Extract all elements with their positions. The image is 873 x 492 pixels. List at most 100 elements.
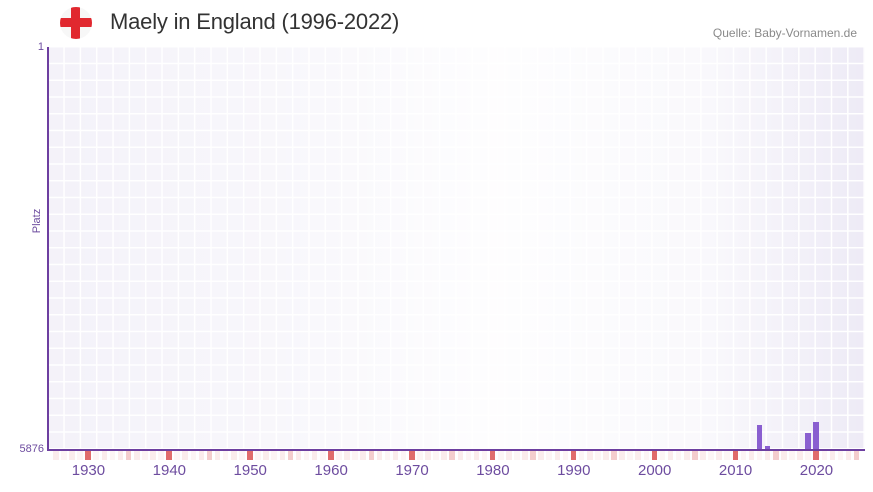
x-axis-tick-mark <box>829 451 836 460</box>
x-axis-tick-mark <box>93 451 100 460</box>
x-axis-tick-mark <box>352 451 358 460</box>
x-axis-tick-label: 1950 <box>233 462 267 479</box>
x-axis-tick-label: 1990 <box>557 462 591 479</box>
x-axis-tick-mark <box>85 451 91 460</box>
x-axis-tick-mark <box>837 451 844 460</box>
x-axis-tick-labels: 1930 1940 1950 1960 1970 1980 1990 2000 2010 2020 <box>0 462 873 486</box>
x-axis-tick-mark <box>481 451 488 460</box>
y-axis-tick-label-bottom: 5876 <box>19 443 44 455</box>
bar <box>805 433 811 449</box>
x-axis-tick-mark <box>408 451 415 460</box>
x-axis-tick-mark <box>311 451 318 460</box>
x-axis-tick-mark <box>247 451 253 460</box>
x-axis-tick-mark <box>675 451 682 460</box>
x-axis-tick-mark <box>853 451 860 460</box>
england-flag-circle-icon <box>60 7 92 39</box>
x-axis-tick-label: 1980 <box>476 462 510 479</box>
x-axis-tick-mark <box>756 451 763 460</box>
x-axis-tick-mark <box>700 451 706 460</box>
x-axis-tick-mark <box>133 451 140 460</box>
x-axis-tick-mark <box>845 451 852 460</box>
x-axis-tick-mark <box>692 451 698 460</box>
x-axis-tick-mark <box>497 451 504 460</box>
x-axis-tick-mark <box>433 451 439 460</box>
x-axis-tick-mark <box>61 451 67 460</box>
x-axis-tick-mark <box>538 451 544 460</box>
bar <box>813 422 819 449</box>
x-axis-line <box>47 449 865 451</box>
x-axis-tick-mark <box>732 451 739 460</box>
x-axis-tick-mark <box>514 451 520 460</box>
x-axis-tick-mark <box>303 451 310 460</box>
x-axis-tick-mark <box>174 451 180 460</box>
x-axis-tick-mark <box>417 451 423 460</box>
flag-cross-vertical <box>71 7 80 39</box>
x-axis-tick-mark <box>109 451 116 460</box>
x-axis-tick-label: 2000 <box>637 462 672 479</box>
x-axis-tick-mark <box>328 451 334 460</box>
x-axis-tick-mark <box>206 451 213 460</box>
x-axis-tick-label: 1930 <box>71 462 106 479</box>
x-axis-tick-mark <box>627 451 633 460</box>
x-axis-tick-mark <box>198 451 205 460</box>
x-axis-tick-label: 2010 <box>718 462 753 479</box>
x-axis-tick-label: 1940 <box>152 462 187 479</box>
x-axis-tick-mark <box>522 451 528 460</box>
x-axis-tick-mark <box>449 451 455 460</box>
y-axis-title: Platz <box>31 208 43 234</box>
x-axis-tick-mark <box>530 451 536 460</box>
x-axis-tick-mark <box>263 451 269 460</box>
x-axis-tick-mark <box>562 451 569 460</box>
x-axis-tick-mark <box>586 451 593 460</box>
x-axis-tick-mark <box>125 451 132 460</box>
x-axis-tick-marks <box>48 451 865 460</box>
x-axis-tick-mark <box>69 451 75 460</box>
x-axis-tick-mark <box>465 451 472 460</box>
x-axis-tick-mark <box>611 451 617 460</box>
x-axis-tick-mark <box>77 451 83 460</box>
x-axis-tick-mark <box>279 451 286 460</box>
y-axis-tick-label-top: 1 <box>37 41 44 53</box>
x-axis-tick-mark <box>53 451 59 460</box>
x-axis-tick-mark <box>805 451 811 460</box>
bar <box>756 425 763 449</box>
x-axis-tick-mark <box>441 451 447 460</box>
x-axis-tick-mark <box>392 451 399 460</box>
x-axis-tick-mark <box>158 451 164 460</box>
x-axis-tick-mark <box>376 451 383 460</box>
x-axis-tick-mark <box>344 451 350 460</box>
bar <box>764 446 771 449</box>
x-axis-tick-mark <box>231 451 237 460</box>
chart-header: Maely in England (1996-2022) Quelle: Bab… <box>0 0 873 47</box>
x-axis-tick-mark <box>643 451 650 460</box>
plot-grid-background <box>48 47 865 449</box>
x-axis-tick-label: 1970 <box>395 462 429 479</box>
x-axis-tick-mark <box>239 451 245 460</box>
plot-area <box>48 47 865 449</box>
x-axis-tick-mark <box>506 451 512 460</box>
x-axis-tick-mark <box>578 451 585 460</box>
x-axis-tick-mark <box>425 451 431 460</box>
x-axis-tick-mark <box>360 451 366 460</box>
x-axis-tick-mark <box>619 451 625 460</box>
x-axis-tick-mark <box>101 451 108 460</box>
x-axis-tick-mark <box>150 451 156 460</box>
x-axis-tick-mark <box>214 451 221 460</box>
x-axis-tick-mark <box>319 451 326 460</box>
page-title: Maely in England (1996-2022) <box>110 9 400 34</box>
x-axis-tick-mark <box>748 451 755 460</box>
x-axis-tick-mark <box>740 451 747 460</box>
x-axis-tick-mark <box>716 451 722 460</box>
x-axis-tick-mark <box>287 451 294 460</box>
x-axis-tick-mark <box>384 451 391 460</box>
x-axis-tick-mark <box>789 451 795 460</box>
x-axis-tick-mark <box>651 451 658 460</box>
x-axis-tick-mark <box>797 451 803 460</box>
x-axis-tick-mark <box>683 451 690 460</box>
x-axis-tick-mark <box>222 451 229 460</box>
x-axis-tick-mark <box>813 451 819 460</box>
x-axis-tick-mark <box>166 451 172 460</box>
x-axis-tick-mark <box>659 451 666 460</box>
x-axis-tick-mark <box>368 451 375 460</box>
x-axis-tick-mark <box>400 451 407 460</box>
